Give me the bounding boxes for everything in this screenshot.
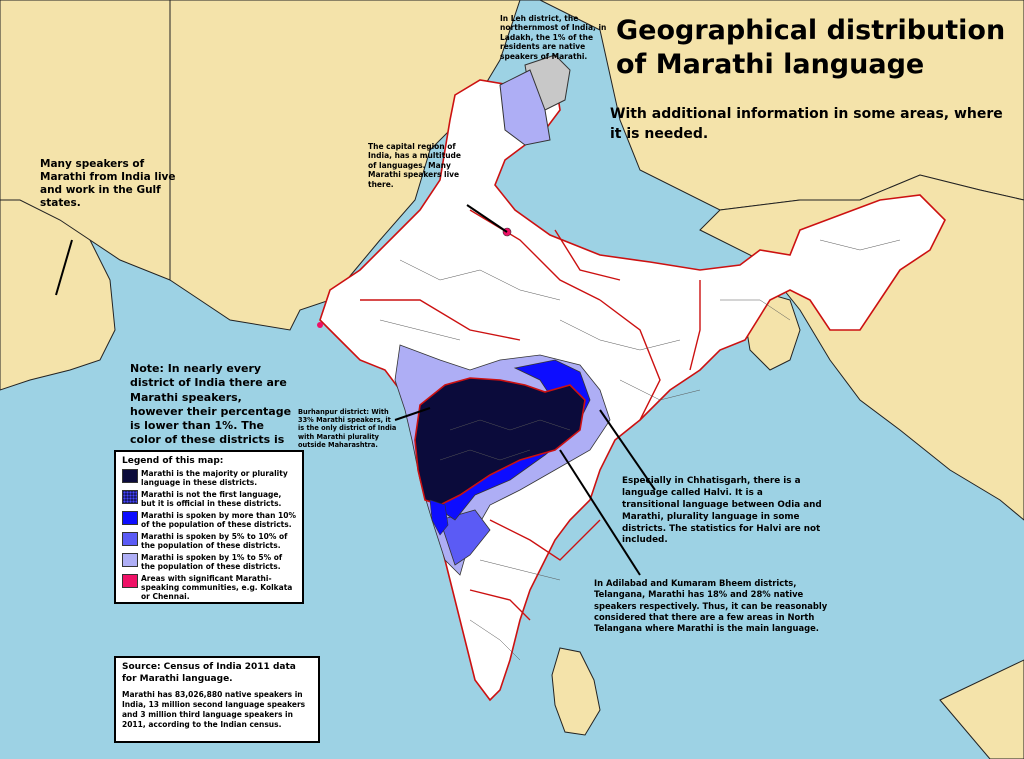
map-subtitle: With additional information in some area… [610, 106, 1003, 143]
legend-label: Marathi is not the first language, but i… [141, 490, 282, 508]
legend-label: Marathi is spoken by 1% to 5% of the pop… [141, 553, 283, 571]
legend-items: Marathi is the majority or plurality lan… [122, 469, 296, 601]
pointer-lines [55, 204, 656, 576]
legend-item: Marathi is the majority or plurality lan… [122, 469, 296, 487]
legend-swatch [122, 469, 138, 483]
district-borders [379, 239, 901, 661]
land-sri-lanka [551, 647, 601, 736]
annotation-telangana: In Adilabad and Kumaram Bheem districts,… [594, 578, 828, 634]
annotation-leh: In Leh district, the northernmost of Ind… [500, 14, 607, 61]
legend-label: Marathi is spoken by 5% to 10% of the po… [141, 532, 288, 550]
land-iran [0, 0, 171, 281]
land-sumatra [939, 659, 1024, 759]
legend-swatch [122, 490, 138, 504]
annotation-burhanpur: Burhanpur district: With 33% Marathi spe… [298, 408, 397, 449]
annotation-halvi: Especially in Chhatisgarh, there is a la… [622, 476, 822, 546]
legend-label: Marathi is spoken by more than 10% of th… [141, 511, 296, 529]
annotation-note: Note: In nearly every district of India … [130, 362, 292, 461]
annotation-gulf: Many speakers of Marathi from India live… [40, 158, 176, 210]
coastal-community-marker [317, 322, 323, 328]
source-text: Marathi has 83,026,880 native speakers i… [122, 690, 306, 729]
legend-item: Areas with significant Marathi-speaking … [122, 574, 296, 601]
legend-item: Marathi is not the first language, but i… [122, 490, 296, 508]
legend-box: Legend of this map: Marathi is the major… [114, 450, 304, 604]
legend-item: Marathi is spoken by 5% to 10% of the po… [122, 532, 296, 550]
legend-swatch [122, 553, 138, 567]
legend-swatch [122, 511, 138, 525]
coastal-over-10 [429, 499, 449, 536]
source-box: Source: Census of India 2011 data for Ma… [114, 656, 320, 743]
legend-swatch [122, 574, 138, 588]
legend-label: Marathi is the majority or plurality lan… [141, 469, 288, 487]
region-5-to-10-percent [439, 509, 491, 566]
legend-item: Marathi is spoken by more than 10% of th… [122, 511, 296, 529]
legend-label: Areas with significant Marathi-speaking … [141, 574, 293, 601]
legend-swatch [122, 532, 138, 546]
leh-district [499, 69, 551, 146]
legend-item: Marathi is spoken by 1% to 5% of the pop… [122, 553, 296, 571]
source-title: Source: Census of India 2011 data for Ma… [122, 662, 296, 684]
map-title: Geographical distribution of Marathi lan… [616, 15, 1006, 80]
land-west-pakistan [169, 0, 521, 331]
annotation-delhi: The capital region of India, has a multi… [368, 142, 461, 189]
legend-title: Legend of this map: [122, 456, 224, 466]
maharashtra-majority [414, 377, 586, 506]
